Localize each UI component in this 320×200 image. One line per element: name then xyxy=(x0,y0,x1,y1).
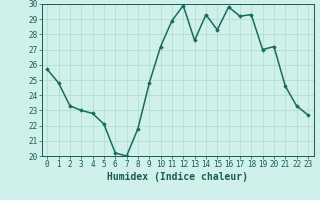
X-axis label: Humidex (Indice chaleur): Humidex (Indice chaleur) xyxy=(107,172,248,182)
